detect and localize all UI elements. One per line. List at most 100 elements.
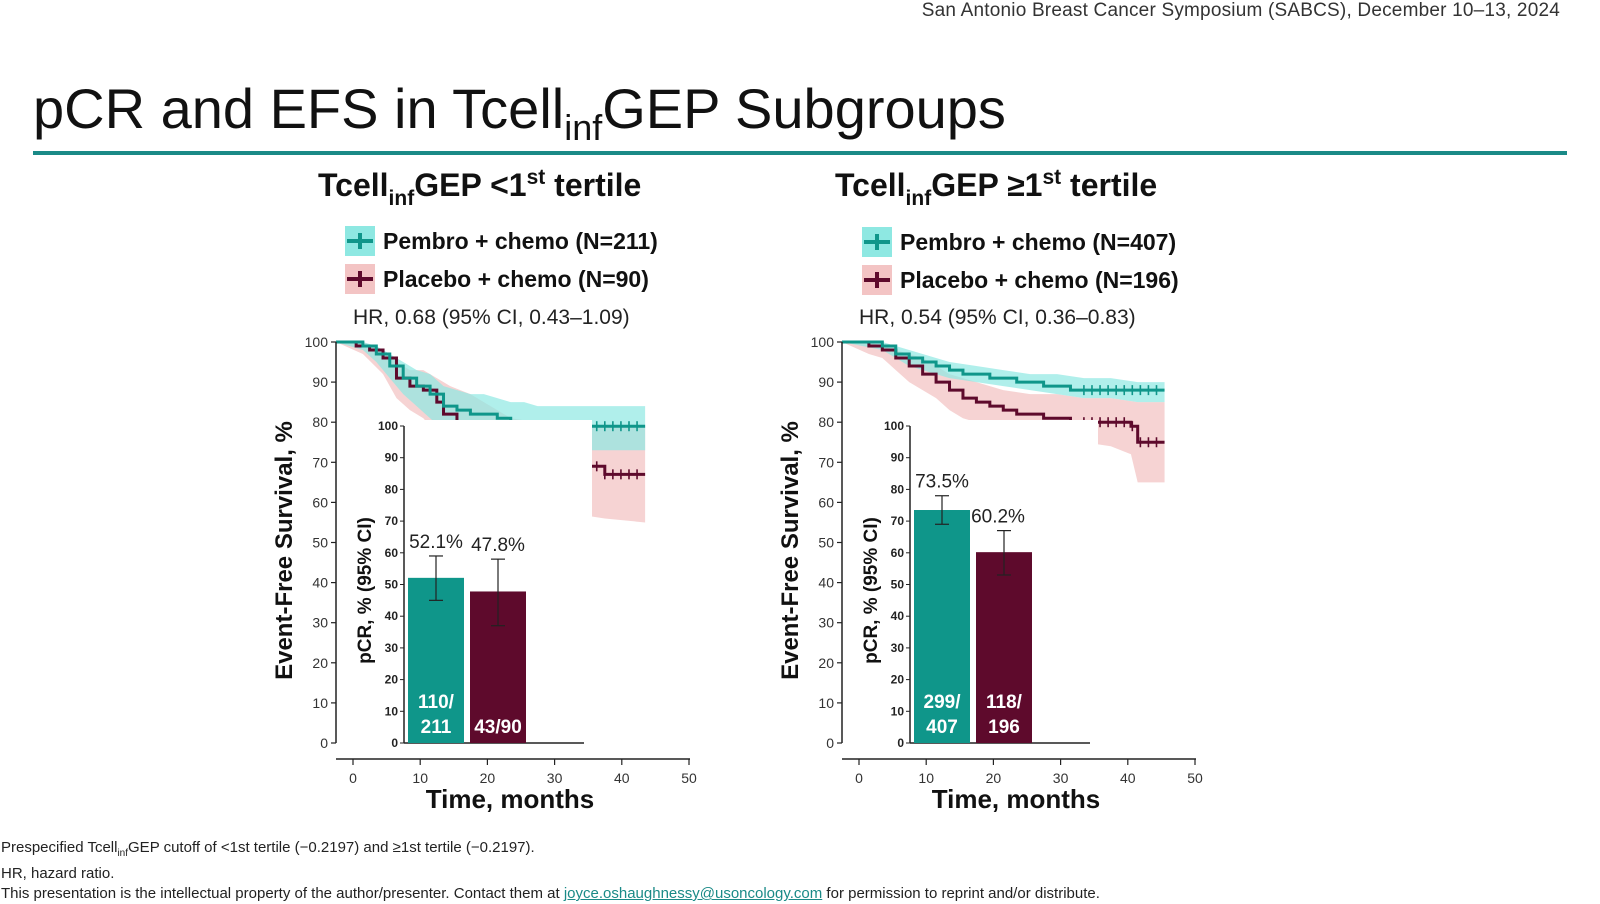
y-tick-label: 100	[811, 334, 835, 350]
x-tick-label: 50	[681, 770, 697, 786]
pcr-count-label: 43/90	[474, 717, 522, 738]
inset-y-axis-label: pCR, % (95% CI)	[861, 517, 882, 664]
right-legend-item-placebo: Placebo + chemo (N=196)	[862, 261, 1179, 299]
x-tick-label: 10	[918, 770, 934, 786]
placebo-legend-swatch	[345, 264, 375, 294]
y-tick-label: 40	[818, 575, 834, 591]
x-tick-label: 20	[480, 770, 496, 786]
inset-y-tick-label: 10	[891, 704, 905, 718]
conference-header: San Antonio Breast Cancer Symposium (SAB…	[921, 0, 1560, 21]
y-tick-label: 90	[818, 374, 834, 390]
placebo-legend-swatch	[862, 265, 892, 295]
x-tick-label: 30	[547, 770, 563, 786]
right-panel-title: TcellinfGEP ≥1st tertile	[835, 166, 1157, 211]
y-tick-label: 0	[826, 735, 834, 751]
x-axis-label: Time, months	[426, 784, 595, 814]
x-tick-label: 40	[1120, 770, 1136, 786]
y-tick-label: 80	[818, 414, 834, 430]
footnotes: Prespecified TcellinfGEP cutoff of <1st …	[1, 838, 1100, 904]
pcr-value-label: 60.2%	[971, 507, 1025, 528]
right-legend-label-pembro: Pembro + chemo (N=407)	[900, 228, 1177, 255]
y-tick-label: 30	[818, 615, 834, 631]
inset-y-tick-label: 30	[891, 641, 905, 655]
pcr-value-label: 73.5%	[915, 472, 969, 493]
left-legend-label-placebo: Placebo + chemo (N=90)	[383, 265, 649, 292]
placebo-pcr-bar	[976, 552, 1032, 743]
left-panel-title-sup: st	[526, 166, 546, 189]
y-tick-label: 20	[312, 655, 328, 671]
y-axis-label: Event-Free Survival, %	[271, 421, 298, 680]
right-legend-item-pembro: Pembro + chemo (N=407)	[862, 223, 1179, 261]
inset-y-tick-label: 20	[891, 673, 905, 687]
title-divider	[33, 151, 1567, 155]
y-tick-label: 60	[818, 494, 834, 510]
inset-y-tick-label: 0	[391, 736, 398, 750]
left-panel-title-prefix: Tcell	[318, 167, 389, 203]
inset-y-tick-label: 80	[385, 482, 399, 496]
y-tick-label: 50	[818, 535, 834, 551]
inset-y-tick-label: 90	[385, 451, 399, 465]
inset-y-axis-label: pCR, % (95% CI)	[355, 517, 376, 664]
x-tick-label: 40	[614, 770, 630, 786]
y-axis-label: Event-Free Survival, %	[777, 421, 804, 680]
pcr-count-label: 196	[988, 717, 1020, 738]
inset-y-tick-label: 80	[891, 482, 905, 496]
inset-y-tick-label: 50	[891, 578, 905, 592]
pembro-legend-swatch	[862, 227, 892, 257]
left-panel-title-sub: inf	[388, 187, 415, 210]
right-legend-label-placebo: Placebo + chemo (N=196)	[900, 266, 1179, 293]
x-tick-label: 50	[1187, 770, 1203, 786]
y-tick-label: 50	[312, 535, 328, 551]
footnote-cutoff-b: GEP cutoff of <1st tertile (−0.2197) and…	[128, 839, 535, 856]
contact-email-link[interactable]: joyce.oshaughnessy@usoncology.com	[563, 885, 823, 902]
pembro-legend-swatch	[345, 226, 375, 256]
y-tick-label: 30	[312, 615, 328, 631]
inset-y-tick-label: 30	[385, 641, 399, 655]
x-tick-label: 20	[986, 770, 1002, 786]
placebo-km-curve	[842, 340, 1165, 444]
right-panel-title-suffix: tertile	[1061, 167, 1158, 203]
x-axis-label: Time, months	[932, 784, 1101, 814]
slide-title-end: GEP Subgroups	[602, 77, 1006, 140]
y-tick-label: 90	[312, 374, 328, 390]
left-legend-label-pembro: Pembro + chemo (N=211)	[383, 227, 658, 254]
y-tick-label: 80	[312, 414, 328, 430]
x-tick-label: 10	[412, 770, 428, 786]
inset-y-tick-label: 60	[891, 546, 905, 560]
inset-y-tick-label: 40	[891, 609, 905, 623]
hr-annotation: HR, 0.54 (95% CI, 0.36–0.83)	[859, 306, 1136, 329]
x-tick-label: 0	[349, 770, 357, 786]
inset-y-tick-label: 70	[891, 514, 905, 528]
y-tick-label: 100	[305, 334, 329, 350]
inset-y-tick-label: 60	[385, 546, 399, 560]
y-tick-label: 10	[312, 695, 328, 711]
right-panel-title-sup: st	[1042, 166, 1062, 189]
y-tick-label: 60	[312, 494, 328, 510]
footnote-copyright-a: This presentation is the intellectual pr…	[1, 885, 564, 902]
right-legend: Pembro + chemo (N=407) Placebo + chemo (…	[862, 223, 1179, 299]
pcr-value-label: 52.1%	[409, 532, 463, 553]
pcr-count-label: 118/	[986, 692, 1023, 713]
inset-y-tick-label: 100	[884, 419, 904, 433]
left-legend-item-placebo: Placebo + chemo (N=90)	[345, 260, 658, 298]
slide-title-subscript: inf	[564, 107, 603, 148]
left-legend-item-pembro: Pembro + chemo (N=211)	[345, 222, 658, 260]
x-tick-label: 0	[855, 770, 863, 786]
y-tick-label: 0	[320, 735, 328, 751]
right-efs-chart: HR, 0.54 (95% CI, 0.36–0.83) 0 10 20 30 40 50 6…	[777, 306, 1203, 814]
slide-title: pCR and EFS in TcellinfGEP Subgroups	[33, 76, 1006, 149]
hr-annotation: HR, 0.68 (95% CI, 0.43–1.09)	[353, 306, 630, 329]
y-tick-label: 20	[818, 655, 834, 671]
y-tick-label: 10	[818, 695, 834, 711]
pembro-pcr-bar	[408, 577, 464, 743]
y-tick-label: 70	[818, 454, 834, 470]
inset-y-tick-label: 20	[385, 673, 399, 687]
inset-y-tick-label: 70	[385, 514, 399, 528]
right-panel-title-mid: GEP ≥1	[931, 167, 1043, 203]
pcr-value-label: 47.8%	[471, 535, 525, 556]
left-panel-title-mid: GEP <1	[414, 167, 527, 203]
footnote-cutoff-sub: inf	[117, 848, 129, 859]
pcr-count-label: 110/	[418, 692, 455, 713]
left-legend: Pembro + chemo (N=211) Placebo + chemo (…	[345, 222, 658, 298]
inset-y-tick-label: 10	[385, 704, 399, 718]
